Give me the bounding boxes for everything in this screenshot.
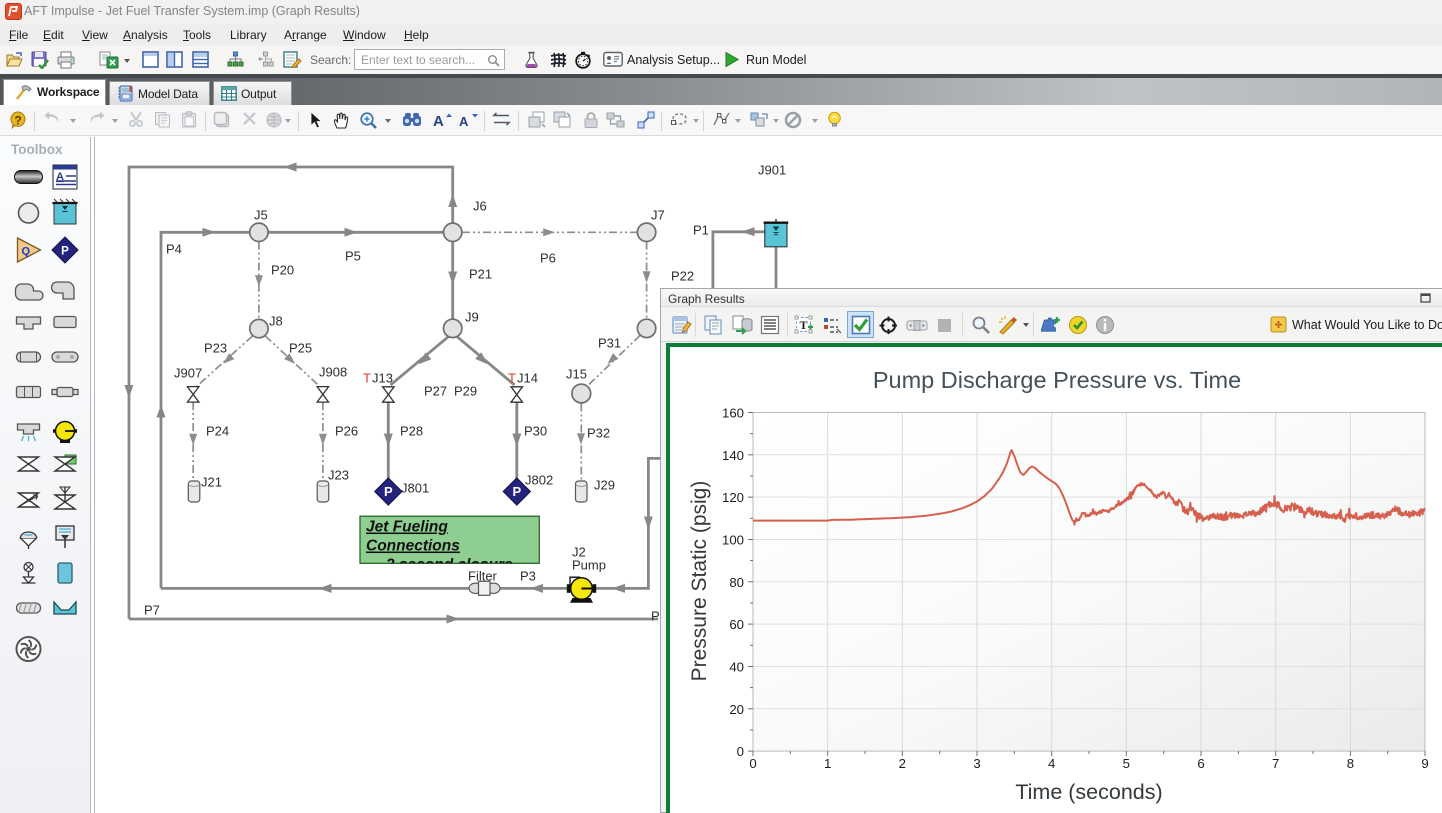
svg-text:P: P — [384, 484, 393, 499]
svg-text:8: 8 — [1347, 756, 1354, 771]
svg-text:20: 20 — [729, 702, 744, 717]
svg-text:60: 60 — [729, 617, 744, 632]
svg-text:P30: P30 — [524, 424, 547, 439]
svg-text:P29: P29 — [454, 384, 477, 399]
svg-text:J907: J907 — [174, 366, 202, 381]
svg-text:J14: J14 — [517, 371, 538, 386]
svg-text:0: 0 — [749, 756, 756, 771]
svg-text:P31: P31 — [598, 336, 621, 351]
svg-text:3 second closure: 3 second closure — [386, 557, 513, 574]
svg-text:P1: P1 — [693, 223, 709, 238]
svg-text:J7: J7 — [651, 208, 665, 223]
svg-text:1: 1 — [824, 756, 831, 771]
svg-text:T: T — [508, 371, 516, 386]
svg-text:40: 40 — [729, 660, 744, 675]
svg-text:T: T — [363, 371, 371, 386]
svg-text:A: A — [56, 171, 64, 183]
svg-text:J2: J2 — [572, 545, 586, 560]
svg-text:J802: J802 — [525, 473, 553, 488]
svg-text:P3: P3 — [520, 569, 536, 584]
svg-text:160: 160 — [722, 406, 744, 421]
svg-text:3: 3 — [973, 756, 980, 771]
svg-text:P: P — [61, 246, 69, 258]
svg-text:Jet Fueling: Jet Fueling — [366, 519, 448, 536]
svg-text:P28: P28 — [400, 424, 423, 439]
svg-text:Filter: Filter — [468, 569, 498, 584]
svg-text:P32: P32 — [587, 426, 610, 441]
svg-text:P4: P4 — [166, 242, 182, 257]
svg-text:P23: P23 — [204, 341, 227, 356]
svg-text:J8: J8 — [269, 314, 283, 329]
svg-text:A: A — [433, 113, 444, 129]
svg-text:100: 100 — [722, 533, 744, 548]
svg-text:J6: J6 — [473, 199, 487, 214]
svg-text:0: 0 — [737, 744, 744, 759]
svg-text:J15: J15 — [566, 367, 587, 382]
svg-text:Time (seconds): Time (seconds) — [1015, 780, 1162, 804]
svg-text:Pump: Pump — [572, 558, 606, 573]
svg-text:120: 120 — [722, 490, 744, 505]
svg-text:P22: P22 — [671, 269, 694, 284]
svg-text:?: ? — [14, 114, 21, 128]
svg-text:P: P — [512, 484, 521, 499]
svg-text:J13: J13 — [372, 371, 393, 386]
svg-text:P21: P21 — [469, 267, 492, 282]
svg-text:9: 9 — [1421, 756, 1428, 771]
svg-text:6: 6 — [1197, 756, 1204, 771]
svg-text:J801: J801 — [401, 481, 429, 496]
svg-text:2: 2 — [899, 756, 906, 771]
svg-text:P5: P5 — [345, 249, 361, 264]
svg-text:J9: J9 — [465, 310, 479, 325]
svg-text:P26: P26 — [335, 424, 358, 439]
svg-text:80: 80 — [729, 575, 744, 590]
svg-text:Pump Discharge Pressure vs. Ti: Pump Discharge Pressure vs. Time — [873, 367, 1241, 393]
svg-text:4: 4 — [1048, 756, 1055, 771]
svg-text:T: T — [800, 318, 808, 332]
svg-text:P20: P20 — [271, 263, 294, 278]
svg-text:P6: P6 — [540, 251, 556, 266]
svg-text:J21: J21 — [201, 475, 222, 490]
svg-text:P27: P27 — [424, 384, 447, 399]
svg-text:J901: J901 — [758, 163, 786, 178]
svg-text:Pressure Static (psig): Pressure Static (psig) — [688, 481, 711, 682]
svg-text:J23: J23 — [328, 468, 349, 483]
svg-text:P7: P7 — [144, 603, 160, 618]
svg-text:140: 140 — [722, 448, 744, 463]
svg-text:Q: Q — [22, 246, 31, 258]
svg-text:A: A — [459, 114, 469, 129]
svg-text:J908: J908 — [319, 365, 347, 380]
svg-text:7: 7 — [1272, 756, 1279, 771]
svg-text:J29: J29 — [594, 478, 615, 493]
svg-text:5: 5 — [1123, 756, 1130, 771]
svg-text:J5: J5 — [254, 208, 268, 223]
svg-text:P24: P24 — [206, 424, 229, 439]
svg-text:P25: P25 — [289, 341, 312, 356]
svg-text:Connections: Connections — [366, 538, 460, 555]
